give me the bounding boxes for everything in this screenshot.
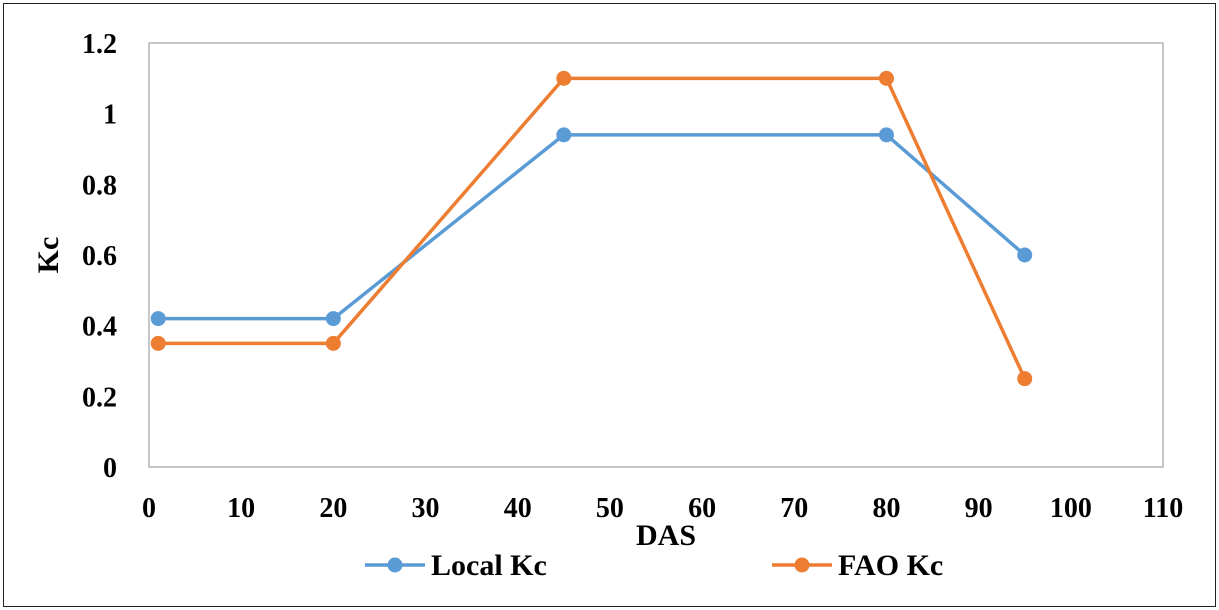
chart-frame <box>3 3 1216 607</box>
x-tick-label: 60 <box>688 493 716 524</box>
x-tick-label: 30 <box>412 493 440 524</box>
legend-marker <box>794 557 810 573</box>
legend-marker <box>387 557 403 573</box>
x-tick-label: 100 <box>1050 493 1092 524</box>
series-layer <box>150 70 1033 387</box>
y-tick-label: 0.6 <box>82 241 117 272</box>
x-tick-label: 50 <box>596 493 624 524</box>
legend: Local Kc FAO Kc <box>365 549 943 582</box>
y-tick-label: 0 <box>103 453 117 484</box>
legend-item: FAO Kc <box>772 549 943 582</box>
data-point <box>325 311 341 327</box>
y-tick-label: 0.2 <box>82 382 117 413</box>
plot-area <box>148 42 1164 468</box>
y-tick-label: 1.2 <box>82 29 117 60</box>
data-point <box>556 70 572 86</box>
data-point <box>878 127 894 143</box>
x-tick-label: 90 <box>965 493 993 524</box>
data-point <box>325 335 341 351</box>
y-tick-label: 1 <box>103 100 117 131</box>
data-point <box>1017 247 1033 263</box>
x-tick-label: 20 <box>319 493 347 524</box>
x-tick-label: 70 <box>780 493 808 524</box>
y-axis-ticks: 0 0.2 0.4 0.6 0.8 1 1.2 <box>82 29 117 484</box>
x-tick-label: 40 <box>504 493 532 524</box>
x-tick-label: 10 <box>227 493 255 524</box>
y-tick-label: 0.4 <box>82 312 117 343</box>
x-axis-title: DAS <box>636 519 696 552</box>
data-point <box>1017 371 1033 387</box>
data-point <box>150 311 166 327</box>
series-local-kc <box>150 127 1033 327</box>
data-point <box>556 127 572 143</box>
x-tick-label: 80 <box>872 493 900 524</box>
series-line <box>158 76 1027 380</box>
data-point <box>150 335 166 351</box>
x-axis-ticks: 0 10 20 30 40 50 60 70 80 90 100 110 <box>142 493 1183 524</box>
y-tick-label: 0.8 <box>82 170 117 201</box>
x-tick-label: 110 <box>1143 493 1183 524</box>
legend-label: FAO Kc <box>838 549 943 582</box>
x-tick-label: 0 <box>142 493 156 524</box>
data-point <box>878 70 894 86</box>
series-fao-kc <box>150 70 1033 387</box>
legend-item: Local Kc <box>365 549 547 582</box>
series-line <box>158 133 1026 321</box>
legend-label: Local Kc <box>431 549 547 582</box>
y-axis-title: Kc <box>32 237 65 274</box>
